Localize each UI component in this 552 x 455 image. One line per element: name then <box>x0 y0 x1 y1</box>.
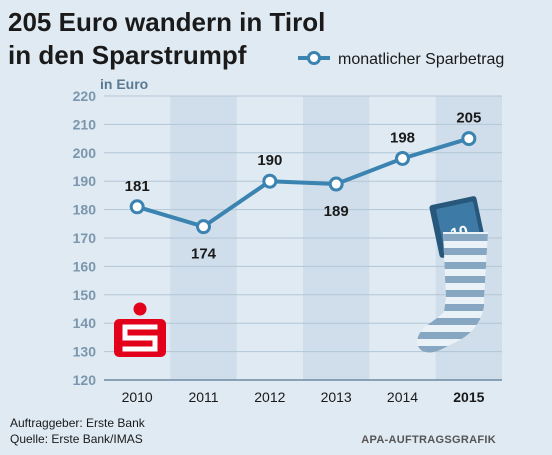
data-labels: 181 174 190 189 198 205 <box>125 110 482 263</box>
data-point <box>129 199 145 215</box>
x-axis-ticks: 2010 2011 2012 2013 2014 2015 <box>122 389 485 405</box>
data-point <box>196 219 211 235</box>
chart-title-line-1: 205 Euro wandern in Tirol <box>8 7 325 37</box>
data-label: 181 <box>125 178 150 195</box>
x-tick-label: 2010 <box>122 389 153 405</box>
data-point <box>461 131 477 147</box>
legend: monatlicher Sparbetrag <box>298 51 504 68</box>
x-tick-label: 2012 <box>254 389 285 405</box>
y-tick-label: 120 <box>73 372 97 388</box>
data-label: 190 <box>257 152 282 169</box>
footer-auftraggeber: Auftraggeber: Erste Bank <box>10 416 146 430</box>
y-tick-label: 170 <box>73 230 97 246</box>
x-tick-label: 2014 <box>387 389 418 405</box>
footer-quelle: Quelle: Erste Bank/IMAS <box>10 432 143 446</box>
data-points <box>129 131 477 235</box>
data-point <box>328 176 344 192</box>
unit-label: in Euro <box>100 76 148 92</box>
data-label: 189 <box>324 203 349 220</box>
series-line <box>135 136 471 229</box>
x-tick-label: 2013 <box>321 389 352 405</box>
y-tick-label: 150 <box>73 287 97 303</box>
y-tick-label: 180 <box>73 202 97 218</box>
data-point <box>395 150 410 166</box>
x-tick-label: 2015 <box>453 389 484 405</box>
y-tick-label: 130 <box>73 344 97 360</box>
y-tick-label: 210 <box>73 116 97 132</box>
y-tick-label: 140 <box>73 315 97 331</box>
y-tick-label: 220 <box>73 88 97 104</box>
chart-title-line-2: in den Sparstrumpf <box>8 40 247 70</box>
y-tick-label: 160 <box>73 258 97 274</box>
data-point <box>262 173 278 189</box>
data-label: 174 <box>191 246 217 263</box>
legend-label: monatlicher Sparbetrag <box>338 51 504 68</box>
footer-credit: APA-AUFTRAGSGRAFIK <box>361 434 496 446</box>
y-axis-ticks: 120 130 140 150 160 170 180 190 200 210 220 <box>73 88 97 388</box>
legend-marker <box>307 51 321 65</box>
data-label: 205 <box>456 110 481 127</box>
x-tick-label: 2011 <box>188 389 218 405</box>
sparkasse-logo-icon <box>114 302 166 357</box>
y-tick-label: 200 <box>73 145 97 161</box>
y-tick-label: 190 <box>73 173 97 189</box>
data-label: 198 <box>390 129 415 146</box>
